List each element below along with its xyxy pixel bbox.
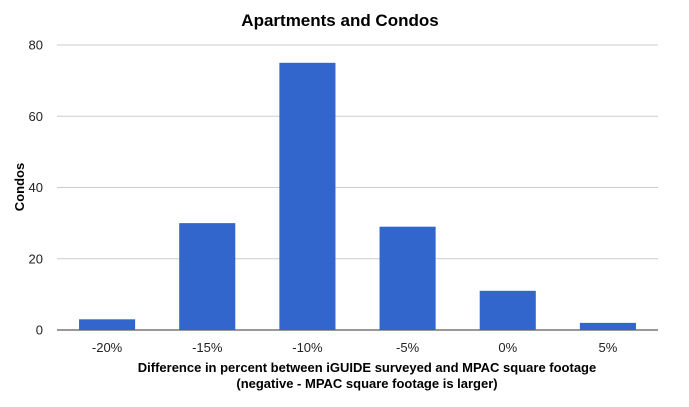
y-tick-label: 20 — [29, 251, 43, 266]
y-axis-ticks: 0 20 40 60 80 — [29, 38, 43, 338]
bars — [79, 62, 636, 330]
x-axis-title-line-1: Difference in percent between iGUIDE sur… — [138, 360, 596, 375]
bar-0% — [479, 290, 536, 330]
y-tick-label: 0 — [36, 323, 43, 338]
bar-5% — [579, 322, 636, 330]
bar--5% — [379, 226, 436, 330]
bar--20% — [79, 319, 136, 330]
x-tick-label: -10% — [292, 340, 323, 355]
y-axis-title: Condos — [12, 163, 27, 211]
y-tick-label: 80 — [29, 38, 43, 53]
bar--10% — [279, 62, 336, 330]
x-tick-label: 5% — [599, 340, 618, 355]
x-axis-ticks: -20% -15% -10% -5% 0% 5% — [92, 340, 618, 355]
gridlines — [57, 44, 658, 331]
x-tick-label: -20% — [92, 340, 123, 355]
bar--15% — [179, 223, 236, 330]
x-axis-title-line-2: (negative - MPAC square footage is large… — [236, 376, 497, 391]
chart-title: Apartments and Condos — [241, 11, 438, 30]
x-tick-label: -5% — [396, 340, 420, 355]
x-tick-label: 0% — [498, 340, 517, 355]
x-tick-label: -15% — [192, 340, 223, 355]
y-tick-label: 40 — [29, 180, 43, 195]
y-tick-label: 60 — [29, 109, 43, 124]
